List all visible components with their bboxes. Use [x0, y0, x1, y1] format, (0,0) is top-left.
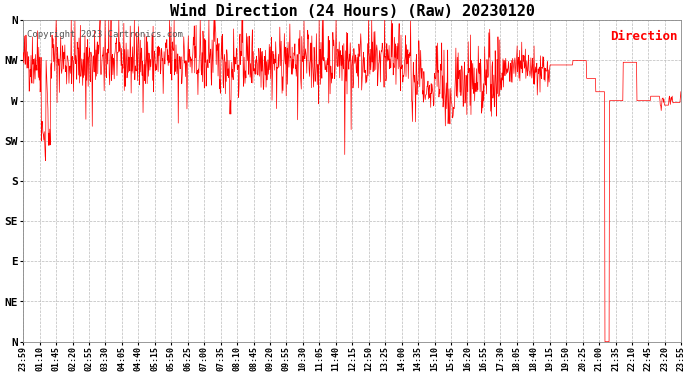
- Title: Wind Direction (24 Hours) (Raw) 20230120: Wind Direction (24 Hours) (Raw) 20230120: [170, 4, 535, 19]
- Text: Copyright 2023 Cartronics.com: Copyright 2023 Cartronics.com: [26, 30, 182, 39]
- Text: Direction: Direction: [611, 30, 678, 43]
